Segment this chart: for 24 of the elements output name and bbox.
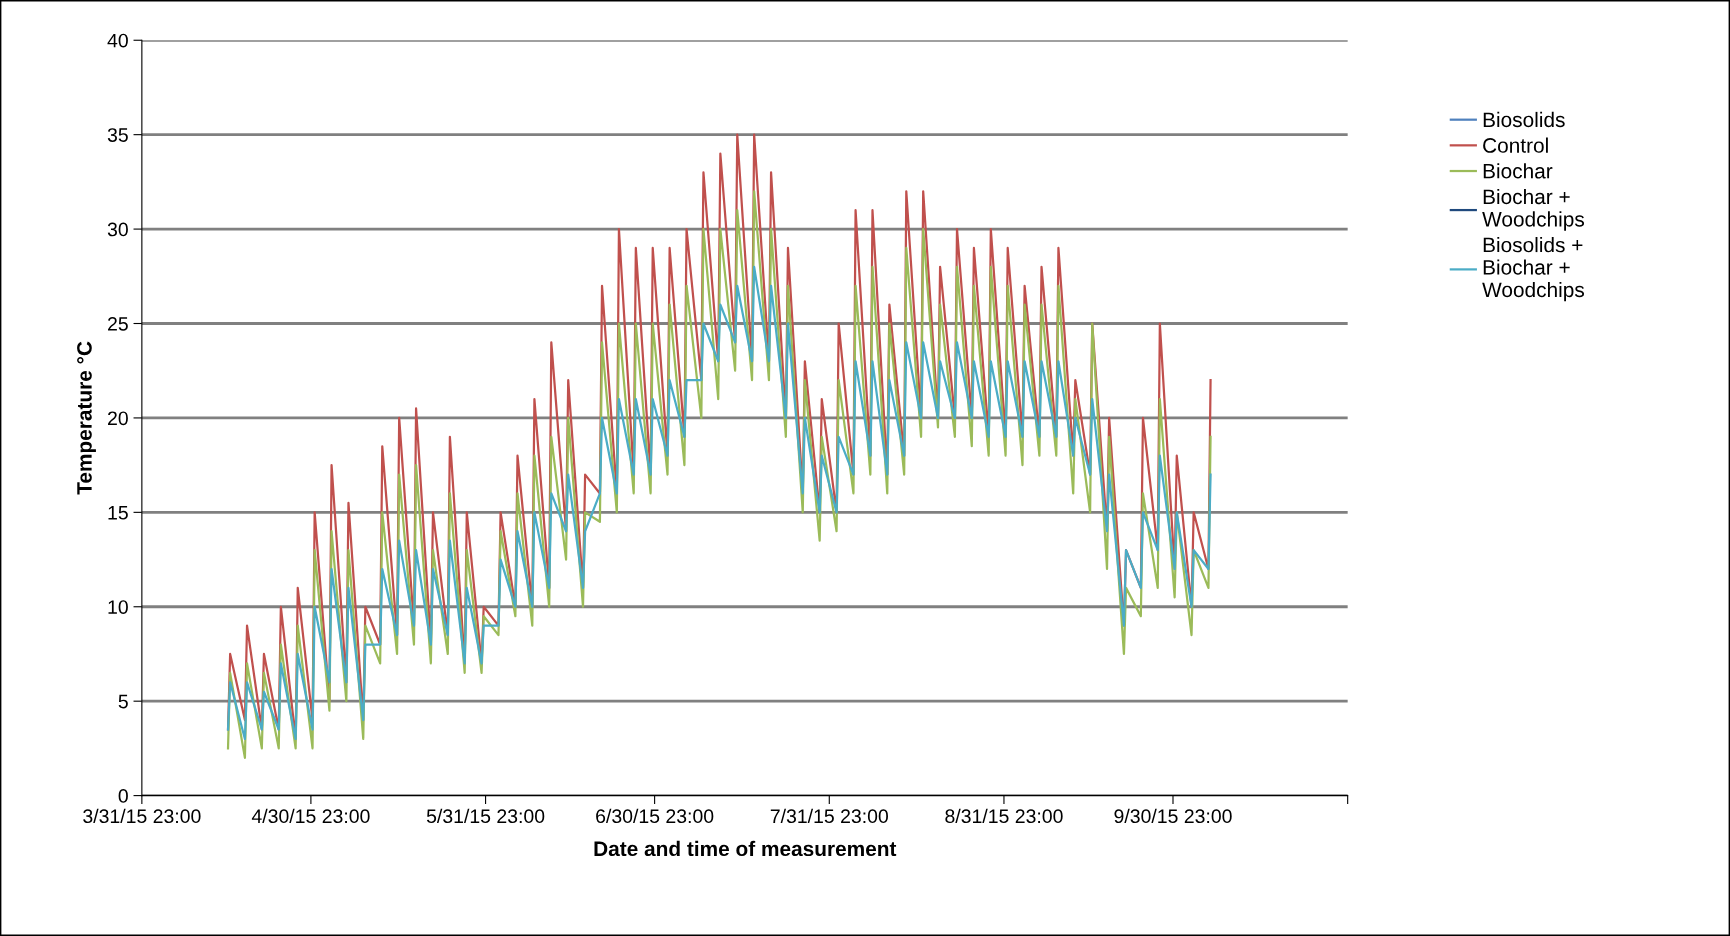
x-axis-title: Date and time of measurement (594, 840, 897, 857)
x-tick-label: 4/30/15 23:00 (251, 808, 370, 824)
y-tick-label: 35 (107, 128, 128, 142)
y-tick-label: 25 (108, 316, 128, 331)
x-tick-label: 5/31/15 23:00 (426, 808, 545, 824)
y-tick-label: 40 (107, 33, 128, 48)
legend-label: Biochar + Woodchips (1482, 188, 1585, 231)
y-tick-label: 15 (108, 506, 128, 520)
y-tick-label: 20 (108, 411, 128, 426)
y-tick-label: 30 (107, 222, 128, 237)
y-axis-title: Temperature °C (77, 341, 96, 495)
legend-label: Control (1483, 137, 1548, 153)
legend-label: Biochar (1483, 163, 1553, 179)
legend-label: Biosolids (1483, 111, 1565, 128)
x-tick-label: 9/30/15 23:00 (1114, 808, 1232, 824)
y-tick-label: 10 (108, 600, 128, 614)
line-series (226, 265, 1212, 741)
x-tick-label: 6/30/15 23:00 (596, 808, 714, 824)
legend-label: Biosolids + Biochar + Woodchips (1482, 237, 1585, 302)
y-tick-label: 5 (118, 694, 128, 709)
x-tick-label: 7/31/15 23:00 (770, 808, 888, 824)
x-tick-label: 8/31/15 23:00 (945, 808, 1063, 824)
y-tick-label: 0 (118, 789, 128, 803)
x-tick-label: 3/31/15 23:00 (83, 808, 201, 824)
